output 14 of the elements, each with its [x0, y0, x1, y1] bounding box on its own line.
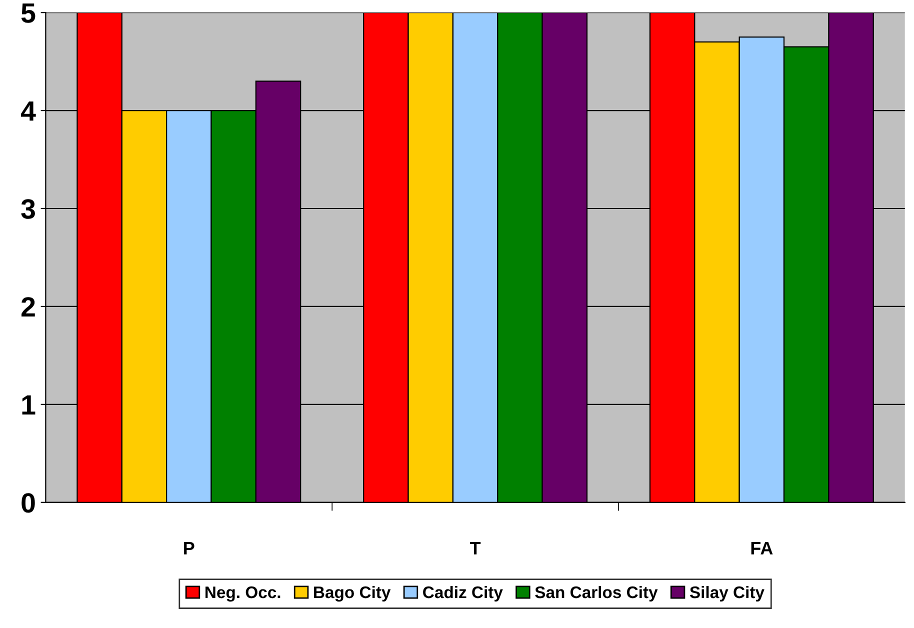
y-tick-label: 5	[21, 4, 36, 23]
legend-label: Neg. Occ.	[206, 586, 280, 602]
y-tick-label: 2	[21, 297, 35, 317]
x-tick-label: P	[184, 542, 194, 554]
legend-label: San Carlos City	[535, 586, 658, 602]
x-tick-label: T	[470, 542, 481, 554]
y-tick-label: 0	[22, 493, 35, 513]
legend-label: Cadiz City	[423, 586, 503, 602]
y-tick-label: 1	[22, 395, 36, 414]
legend-label: Bago City	[314, 586, 391, 602]
y-tick-label: 3	[21, 199, 35, 219]
legend-label: Silay City	[690, 586, 764, 602]
x-tick-label: FA	[751, 542, 773, 554]
y-tick-label: 4	[20, 101, 36, 121]
